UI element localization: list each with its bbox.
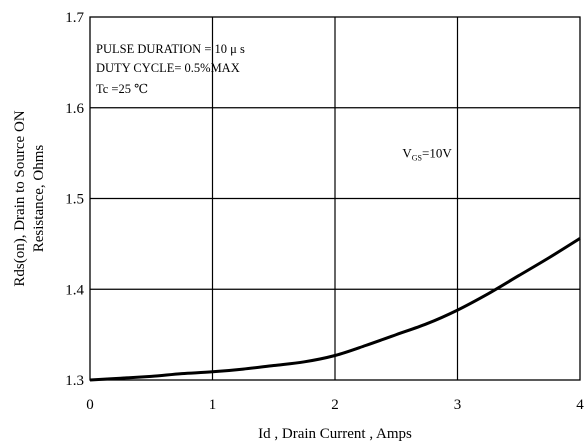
y-axis-title-line-1: Rds(on), Drain to Source ON	[12, 110, 28, 286]
y-tick-label: 1.7	[65, 10, 84, 26]
condition-duty-cycle: DUTY CYCLE= 0.5%MAX	[96, 61, 240, 75]
plot-frame	[89, 16, 581, 381]
y-axis-title-line-2: Resistance, Ohms	[31, 145, 47, 253]
y-tick-label: 1.4	[65, 282, 84, 298]
y-tick-label: 1.6	[65, 101, 84, 117]
vgs-annotation: VGS=10V	[402, 146, 452, 163]
x-tick-label: 0	[86, 397, 94, 413]
series-line	[89, 237, 581, 382]
x-tick-label: 1	[209, 397, 217, 413]
x-tick-label: 4	[576, 397, 584, 413]
y-tick-label: 1.5	[65, 192, 84, 208]
condition-pulse-duration: PULSE DURATION = 10 μ s	[96, 42, 245, 56]
vgs-annotation-main: V	[402, 146, 412, 161]
x-tick-label: 2	[331, 397, 339, 413]
vgs-annotation-subscript: GS	[412, 154, 422, 163]
y-tick-label: 1.3	[65, 373, 84, 389]
x-axis-title: Id , Drain Current , Amps	[258, 426, 412, 442]
x-tick-labels: 0 1 2 3 4	[86, 397, 584, 413]
y-tick-labels: 1.3 1.4 1.5 1.6 1.7	[65, 10, 84, 389]
condition-case-temperature: Tc =25 ℃	[96, 82, 148, 96]
vgs-annotation-value: =10V	[422, 146, 452, 161]
x-tick-label: 3	[454, 397, 462, 413]
